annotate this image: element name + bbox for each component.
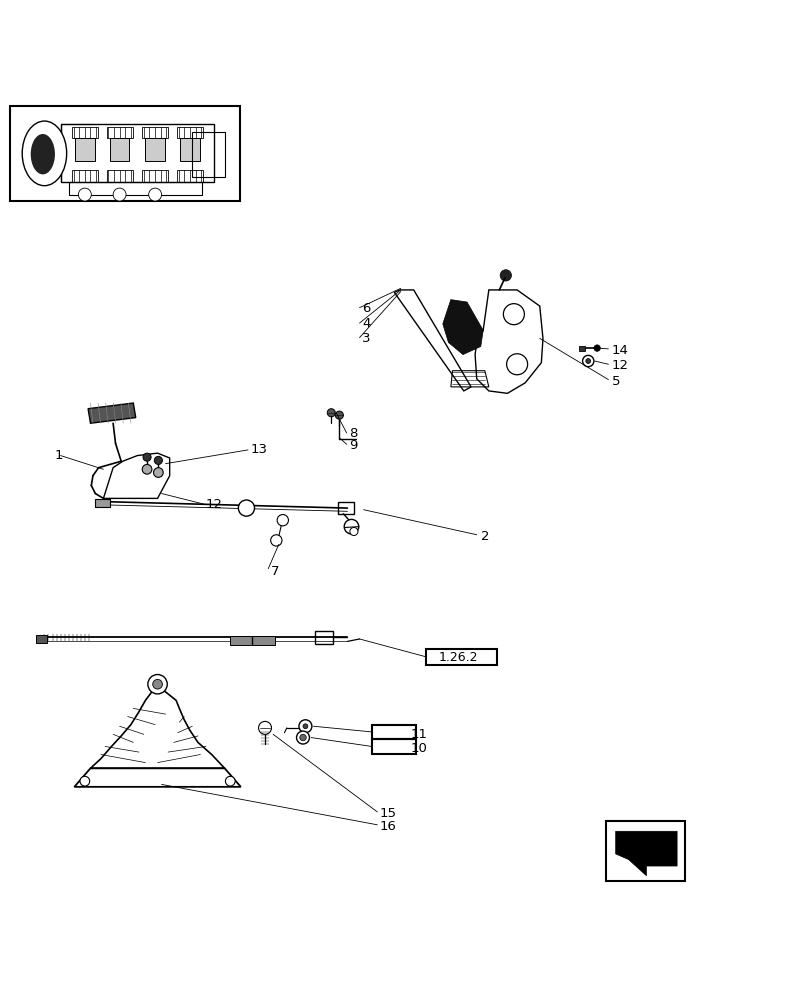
Circle shape — [238, 500, 255, 516]
Bar — [579, 346, 585, 351]
Circle shape — [142, 464, 152, 474]
Bar — [95, 499, 110, 507]
Circle shape — [149, 188, 162, 201]
Circle shape — [299, 720, 312, 733]
Circle shape — [303, 724, 308, 729]
Circle shape — [154, 456, 162, 464]
Circle shape — [113, 188, 126, 201]
Bar — [107, 170, 133, 182]
Bar — [36, 635, 47, 643]
Text: 13: 13 — [250, 443, 267, 456]
Circle shape — [277, 515, 288, 526]
Circle shape — [78, 188, 91, 201]
Circle shape — [154, 468, 163, 477]
Bar — [72, 170, 98, 182]
Bar — [110, 138, 129, 161]
Text: 7: 7 — [271, 565, 280, 578]
Text: 5: 5 — [612, 375, 621, 388]
Text: 16: 16 — [380, 820, 397, 833]
Text: 14: 14 — [612, 344, 629, 357]
Circle shape — [143, 453, 151, 461]
Polygon shape — [443, 300, 483, 355]
Bar — [145, 138, 165, 161]
Ellipse shape — [23, 121, 66, 186]
Bar — [230, 636, 275, 645]
Ellipse shape — [31, 134, 55, 174]
Bar — [372, 739, 416, 754]
Text: 15: 15 — [380, 807, 397, 820]
Circle shape — [259, 721, 271, 734]
Circle shape — [327, 409, 335, 417]
Bar — [338, 502, 354, 514]
Bar — [107, 127, 133, 138]
Bar — [10, 106, 240, 201]
Text: 4: 4 — [362, 317, 370, 330]
Circle shape — [153, 679, 162, 689]
Text: 12: 12 — [612, 359, 629, 372]
Bar — [192, 132, 225, 177]
Circle shape — [586, 359, 591, 363]
Bar — [177, 170, 203, 182]
Bar — [180, 138, 200, 161]
Polygon shape — [88, 403, 136, 423]
Circle shape — [507, 354, 528, 375]
Text: 1.26.2: 1.26.2 — [439, 651, 478, 664]
Circle shape — [500, 270, 511, 281]
Text: 3: 3 — [362, 332, 371, 345]
Circle shape — [300, 734, 306, 741]
Circle shape — [503, 304, 524, 325]
Circle shape — [350, 527, 358, 536]
Circle shape — [148, 675, 167, 694]
Circle shape — [271, 535, 282, 546]
Bar — [72, 127, 98, 138]
Circle shape — [594, 345, 600, 351]
Text: 10: 10 — [410, 742, 427, 755]
Circle shape — [297, 731, 309, 744]
Circle shape — [344, 519, 359, 534]
Text: 1: 1 — [55, 449, 64, 462]
Text: 12: 12 — [206, 498, 223, 511]
Bar — [177, 127, 203, 138]
Text: 2: 2 — [481, 530, 490, 543]
Text: 6: 6 — [362, 302, 370, 315]
Bar — [69, 182, 202, 195]
Circle shape — [335, 411, 343, 419]
Polygon shape — [616, 831, 677, 876]
Circle shape — [225, 776, 235, 786]
Circle shape — [80, 776, 90, 786]
Bar — [61, 124, 214, 182]
Circle shape — [583, 355, 594, 367]
Bar — [75, 138, 95, 161]
Bar — [142, 127, 168, 138]
Bar — [426, 649, 497, 665]
Text: 11: 11 — [410, 728, 427, 741]
Text: 8: 8 — [349, 427, 357, 440]
Bar — [372, 725, 416, 739]
Text: 9: 9 — [349, 439, 357, 452]
Bar — [142, 170, 168, 182]
Bar — [606, 821, 685, 881]
Bar — [315, 631, 333, 644]
